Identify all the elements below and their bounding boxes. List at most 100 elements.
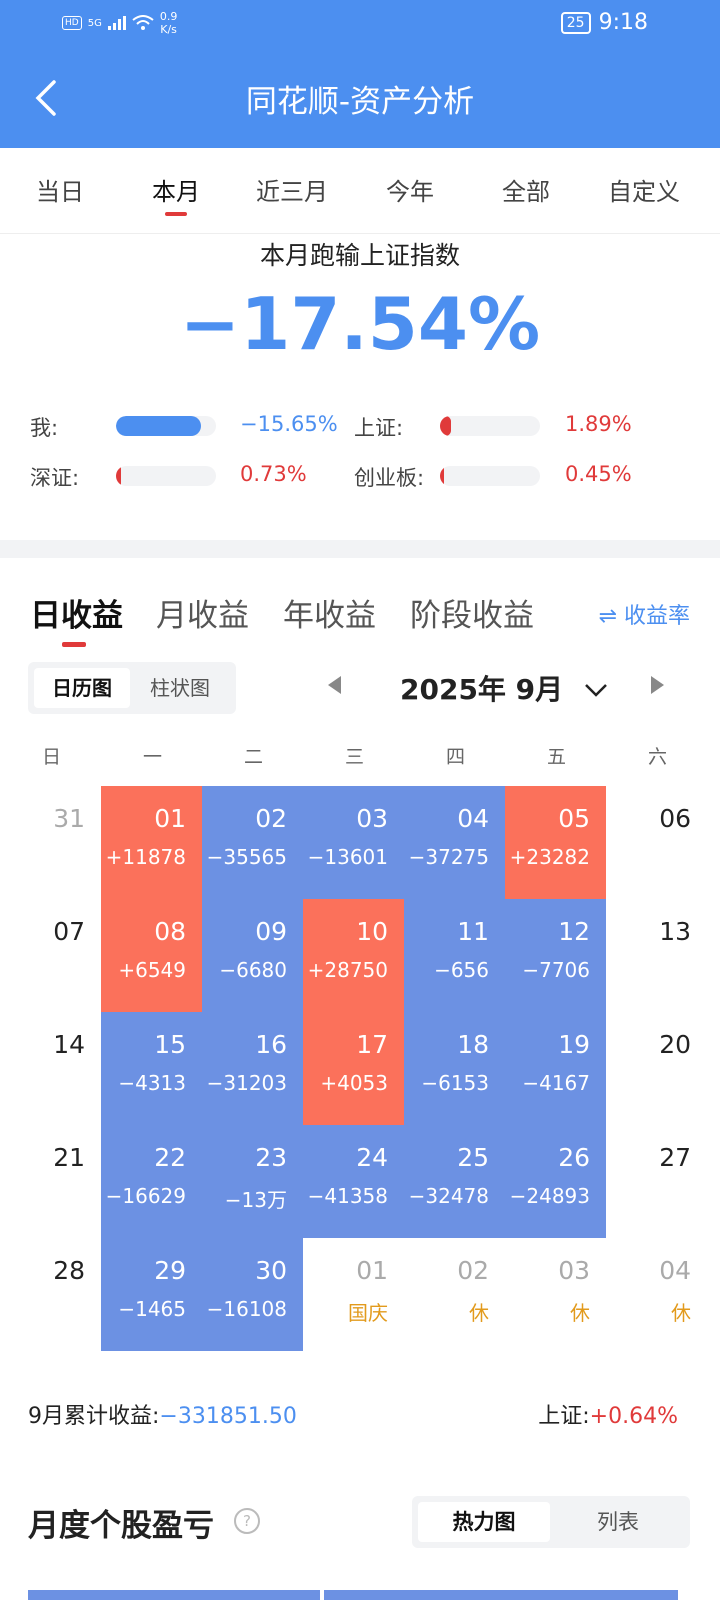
stat-bar <box>440 466 540 486</box>
day-number: 26 <box>558 1143 590 1172</box>
calendar-day[interactable]: 08 +6549 <box>101 899 202 1012</box>
calendar-day[interactable]: 05 +23282 <box>505 786 606 899</box>
stat-bar-fill <box>440 416 451 436</box>
stat-bar-fill <box>116 416 201 436</box>
back-arrow-icon[interactable] <box>30 78 62 118</box>
tab-this-month[interactable]: 本月 <box>116 172 236 216</box>
app-header: HD 5G 0.9 K/s 25 9:18 同花顺-资产分析 <box>0 0 720 148</box>
tab-yearly-returns[interactable]: 年收益 <box>283 598 376 634</box>
calendar-day[interactable]: 04 休 <box>606 1238 707 1351</box>
day-number: 20 <box>659 1030 691 1059</box>
calendar-day[interactable]: 07 <box>0 899 101 1012</box>
day-number: 25 <box>457 1143 489 1172</box>
tab-all[interactable]: 全部 <box>502 178 550 206</box>
day-value: −7706 <box>522 958 590 982</box>
day-value: −37275 <box>408 845 489 869</box>
stat-bar <box>116 416 216 436</box>
signal-icon: 5G <box>87 17 102 29</box>
return-rate-toggle[interactable]: ⇌ 收益率 <box>598 604 690 629</box>
tab-period-returns[interactable]: 阶段收益 <box>410 598 534 634</box>
tab-custom[interactable]: 自定义 <box>608 178 680 206</box>
calendar-day[interactable]: 10 +28750 <box>303 899 404 1012</box>
day-number: 02 <box>255 804 287 833</box>
calendar-day[interactable]: 14 <box>0 1012 101 1125</box>
calendar-day[interactable]: 15 −4313 <box>101 1012 202 1125</box>
calendar-day[interactable]: 17 +4053 <box>303 1012 404 1125</box>
day-number: 01 <box>154 804 186 833</box>
day-value: −16629 <box>105 1184 186 1208</box>
calendar-day[interactable]: 27 <box>606 1125 707 1238</box>
calendar-day[interactable]: 02 −35565 <box>202 786 303 899</box>
calendar-day[interactable]: 29 −1465 <box>101 1238 202 1351</box>
calendar-day[interactable]: 01 +11878 <box>101 786 202 899</box>
weekday-label: 二 <box>243 746 263 768</box>
calendar-day[interactable]: 18 −6153 <box>404 1012 505 1125</box>
calendar-day[interactable]: 16 −31203 <box>202 1012 303 1125</box>
day-value: −6680 <box>219 958 287 982</box>
calendar-view-button[interactable]: 日历图 <box>34 668 130 708</box>
next-month-icon[interactable] <box>651 676 664 694</box>
summary-value: −17.54% <box>179 282 541 366</box>
calendar-day[interactable]: 03 休 <box>505 1238 606 1351</box>
calendar-day[interactable]: 28 <box>0 1238 101 1351</box>
month-selector[interactable]: 2025年 9月 <box>400 668 609 708</box>
calendar-day[interactable]: 13 <box>606 899 707 1012</box>
day-value: −35565 <box>206 845 287 869</box>
calendar-day[interactable]: 30 −16108 <box>202 1238 303 1351</box>
tab-three-months[interactable]: 近三月 <box>256 178 328 206</box>
calendar-day[interactable]: 04 −37275 <box>404 786 505 899</box>
calendar-day[interactable]: 02 休 <box>404 1238 505 1351</box>
day-value: 休 <box>469 1301 489 1325</box>
summary-subtitle: 本月跑输上证指数 <box>259 241 460 270</box>
calendar-day[interactable]: 23 −13万 <box>202 1125 303 1238</box>
calendar-day[interactable]: 19 −4167 <box>505 1012 606 1125</box>
day-value: +23282 <box>509 845 590 869</box>
tab-this-year[interactable]: 今年 <box>386 178 434 206</box>
calendar-day[interactable]: 26 −24893 <box>505 1125 606 1238</box>
calendar-day[interactable]: 03 −13601 <box>303 786 404 899</box>
stat-bar-fill <box>440 466 444 486</box>
day-number: 02 <box>457 1256 489 1285</box>
calendar-day[interactable]: 12 −7706 <box>505 899 606 1012</box>
day-number: 30 <box>255 1256 287 1285</box>
calendar-day[interactable]: 22 −16629 <box>101 1125 202 1238</box>
summary-panel: 本月跑输上证指数 −17.54% 我: −15.65% 上证: 1.89% 深证: 0.7… <box>0 234 720 540</box>
calendar-day[interactable]: 06 <box>606 786 707 899</box>
day-number: 17 <box>356 1030 388 1059</box>
day-number: 08 <box>154 917 186 946</box>
day-value: −1465 <box>118 1297 186 1321</box>
tab-daily-returns[interactable]: 日收益 <box>30 590 123 647</box>
calendar-day[interactable]: 01 国庆 <box>303 1238 404 1351</box>
calendar-day[interactable]: 24 −41358 <box>303 1125 404 1238</box>
page-title: 同花顺-资产分析 <box>245 84 475 120</box>
calendar-day[interactable]: 09 −6680 <box>202 899 303 1012</box>
calendar-day[interactable]: 25 −32478 <box>404 1125 505 1238</box>
stat-value: 0.45% <box>565 462 632 486</box>
day-value: −31203 <box>206 1071 287 1095</box>
wifi-icon <box>132 15 154 30</box>
day-number: 16 <box>255 1030 287 1059</box>
day-number: 07 <box>53 917 85 946</box>
day-value: −13万 <box>224 1188 287 1212</box>
stock-pnl-section: 月度个股盈亏 ? 热力图 列表 <box>0 1478 720 1600</box>
tab-monthly-returns[interactable]: 月收益 <box>156 598 249 634</box>
weekday-label: 六 <box>647 746 667 768</box>
calendar-day[interactable]: 21 <box>0 1125 101 1238</box>
list-view-button[interactable]: 列表 <box>597 1510 639 1534</box>
day-number: 05 <box>558 804 590 833</box>
weekday-label: 三 <box>344 746 364 768</box>
day-value: −4167 <box>522 1071 590 1095</box>
help-icon[interactable]: ? <box>234 1508 260 1534</box>
tab-today[interactable]: 当日 <box>36 178 84 206</box>
bar-view-button[interactable]: 柱状图 <box>150 676 210 700</box>
heatmap-view-button[interactable]: 热力图 <box>418 1502 550 1542</box>
index-return: 上证:+0.64% <box>538 1404 678 1429</box>
calendar-day[interactable]: 31 <box>0 786 101 899</box>
hd-indicator: HD <box>62 16 82 30</box>
calendar-day[interactable]: 11 −656 <box>404 899 505 1012</box>
prev-month-icon[interactable] <box>328 676 341 694</box>
calendar-day[interactable]: 20 <box>606 1012 707 1125</box>
day-value: −32478 <box>408 1184 489 1208</box>
day-number: 23 <box>255 1143 287 1172</box>
stat-bar-fill <box>116 466 121 486</box>
